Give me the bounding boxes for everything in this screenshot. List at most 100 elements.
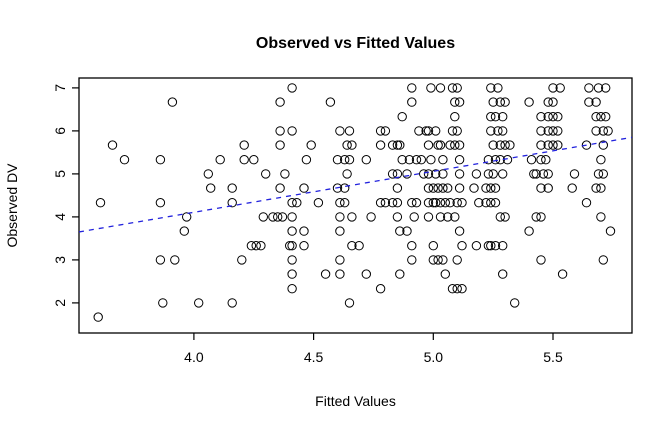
data-point (445, 140, 455, 150)
data-point (419, 169, 429, 179)
data-point (543, 112, 553, 122)
data-point (277, 212, 288, 222)
x-tick-label: 4.5 (304, 349, 324, 365)
data-point (438, 155, 448, 165)
data-point (593, 169, 604, 179)
data-point (440, 269, 450, 279)
data-point (287, 255, 297, 265)
data-point (366, 212, 376, 222)
chart-title: Observed vs Fitted Values (256, 35, 455, 52)
data-point (239, 155, 249, 165)
data-point (581, 140, 592, 150)
data-point (543, 169, 553, 179)
data-point (273, 212, 283, 222)
data-point (452, 255, 462, 265)
data-point (301, 155, 312, 165)
data-point (342, 169, 352, 179)
data-point (450, 140, 460, 150)
data-point (435, 83, 446, 93)
data-point (553, 112, 563, 122)
data-point (155, 255, 166, 265)
data-point (469, 183, 479, 193)
data-point (119, 155, 130, 165)
data-point (454, 97, 465, 107)
data-point (526, 155, 537, 165)
data-point (447, 126, 458, 136)
data-point (426, 155, 436, 165)
data-point (409, 212, 419, 222)
data-point (182, 212, 192, 222)
data-point (407, 97, 417, 107)
data-point (454, 155, 465, 165)
data-point (488, 140, 498, 150)
data-point (498, 126, 508, 136)
data-point (155, 198, 166, 208)
data-point (227, 298, 237, 308)
y-tick-label: 3 (52, 256, 68, 264)
data-point (203, 169, 214, 179)
data-point (553, 126, 563, 136)
data-point (486, 241, 496, 251)
data-point (596, 212, 606, 222)
data-point (287, 83, 297, 93)
data-point (435, 212, 446, 222)
data-point (335, 198, 345, 208)
data-point (543, 140, 553, 150)
data-point (287, 269, 297, 279)
data-point (280, 169, 290, 179)
data-point (275, 126, 285, 136)
data-point (428, 198, 438, 208)
data-point (548, 97, 558, 107)
data-point (340, 183, 350, 193)
data-point (443, 212, 453, 222)
data-point (335, 255, 345, 265)
data-point (287, 212, 297, 222)
data-point (407, 198, 417, 208)
data-point (495, 97, 505, 107)
data-point (335, 226, 345, 236)
data-point (407, 255, 417, 265)
data-point (498, 112, 508, 122)
data-point (548, 112, 558, 122)
data-point (354, 241, 364, 251)
data-point (237, 255, 247, 265)
data-point (481, 198, 491, 208)
data-point (387, 140, 398, 150)
data-point (93, 312, 103, 322)
data-point (423, 212, 434, 222)
data-point (179, 226, 190, 236)
data-point (416, 155, 426, 165)
data-point (536, 126, 546, 136)
data-point (543, 183, 553, 193)
fit-line (78, 136, 633, 233)
data-point (483, 169, 494, 179)
data-point (407, 83, 417, 93)
data-point (452, 284, 462, 294)
data-point (407, 241, 417, 251)
data-point (167, 97, 178, 107)
data-point (423, 183, 434, 193)
data-point (402, 226, 412, 236)
data-point (287, 126, 297, 136)
data-point (510, 298, 520, 308)
data-point (158, 298, 168, 308)
data-point (471, 169, 482, 179)
data-point (529, 169, 539, 179)
data-point (332, 155, 343, 165)
data-point (227, 183, 237, 193)
data-point (431, 126, 441, 136)
data-point (452, 83, 462, 93)
data-point (452, 198, 462, 208)
data-point (598, 126, 608, 136)
data-point (375, 198, 386, 208)
data-point (488, 97, 498, 107)
data-point (292, 198, 302, 208)
data-point (596, 183, 606, 193)
data-point (380, 126, 391, 136)
data-point (320, 269, 331, 279)
data-point (486, 83, 496, 93)
data-point (435, 140, 446, 150)
data-point (548, 83, 558, 93)
data-point (397, 155, 407, 165)
